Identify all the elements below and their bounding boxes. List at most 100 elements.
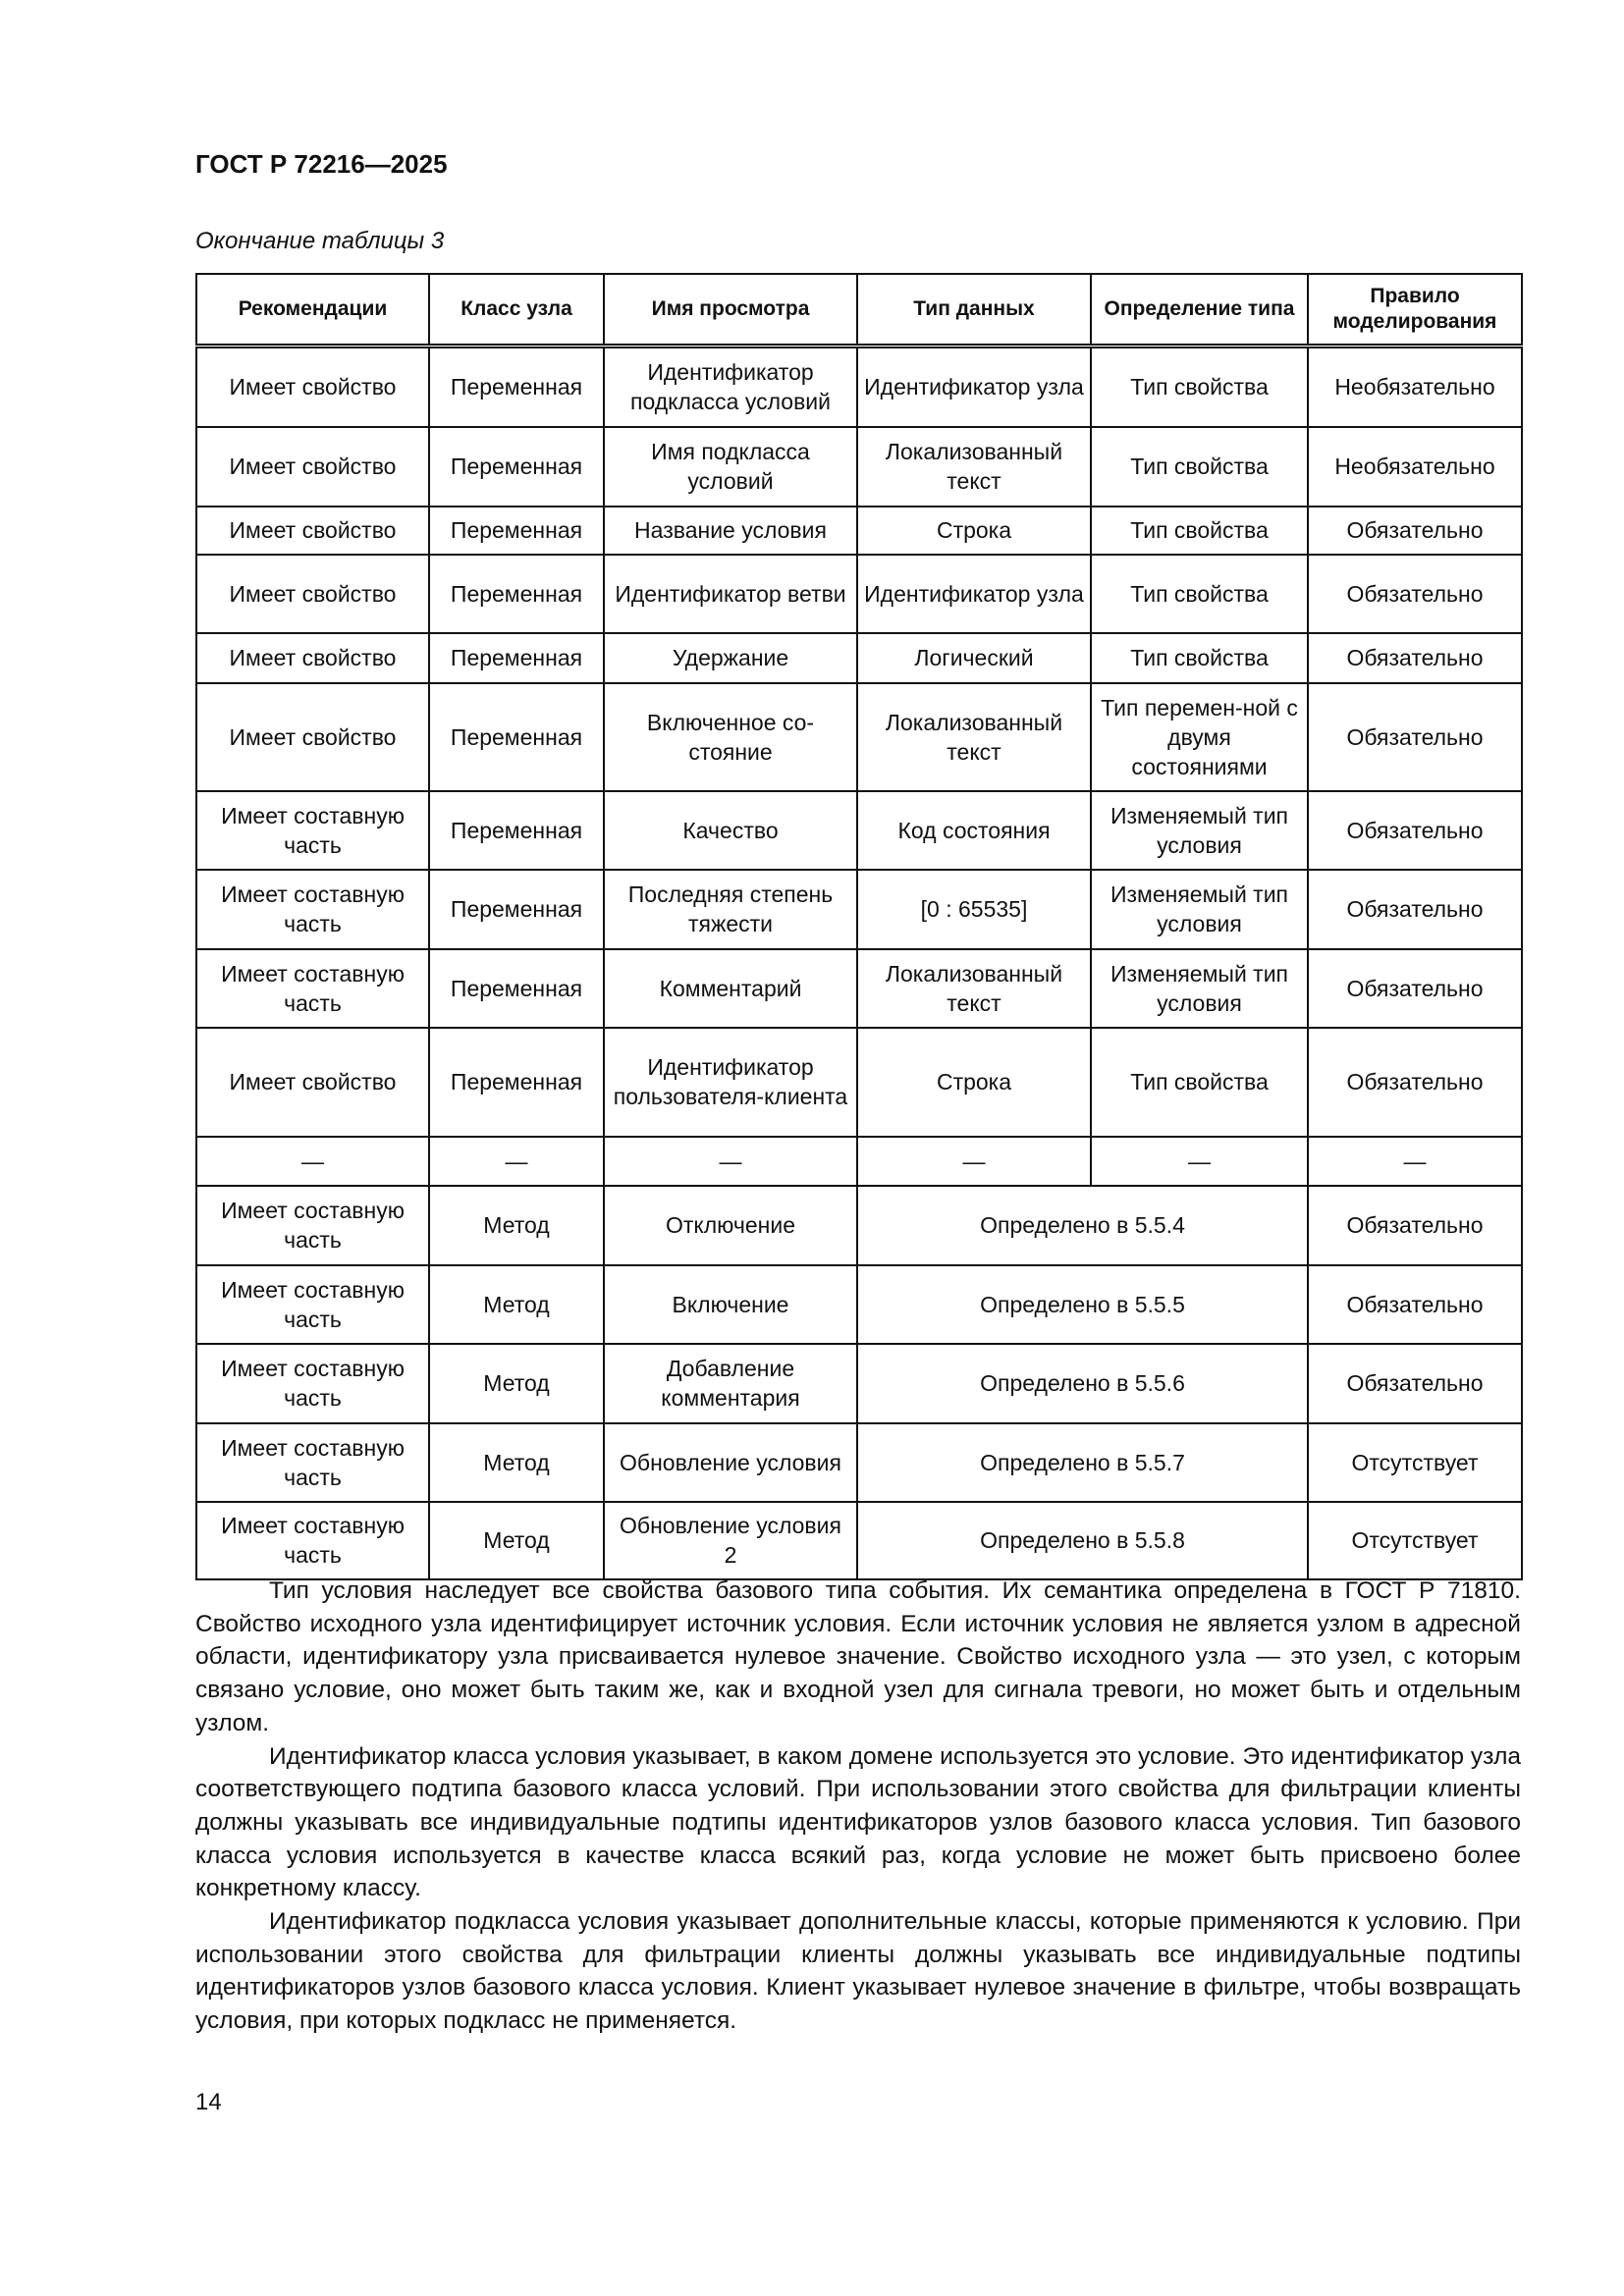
- table-row: Имеет свойство Переменная Удержание Логичес…: [195, 631, 1523, 684]
- table-cell: Обязательно: [1307, 553, 1523, 634]
- table-cell: Необязательно: [1307, 425, 1523, 507]
- table-cell: Имеет свойство: [195, 553, 430, 634]
- table-cell: Переменная: [428, 345, 605, 428]
- table-row: Имеет свойство Переменная Включенное со-ст…: [195, 681, 1523, 792]
- table-cell: Имеет свойство: [195, 345, 430, 428]
- table-cell: Имеет свойство: [195, 631, 430, 684]
- table-cell: Название условия: [603, 505, 858, 556]
- table-cell: Включенное со-стояние: [603, 681, 858, 792]
- table-cell: —: [428, 1135, 605, 1187]
- page-number: 14: [195, 2089, 222, 2115]
- table-cell: Переменная: [428, 868, 605, 950]
- table-cell: Имеет составную часть: [195, 1263, 430, 1345]
- table-cell: Имеет составную часть: [195, 868, 430, 950]
- table-cell: Локализованный текст: [856, 947, 1092, 1029]
- table-cell: Тип перемен-ной с двумя состояниями: [1090, 681, 1309, 792]
- table-row: Имеет свойство Переменная Идентификатор ве…: [195, 553, 1523, 634]
- table-cell: Обязательно: [1307, 681, 1523, 792]
- paragraph: Тип условия наследует все свойства базов…: [195, 1577, 1521, 1736]
- table-cell: Имеет свойство: [195, 505, 430, 556]
- paragraph: Идентификатор подкласса условия указывае…: [195, 1908, 1521, 2035]
- table-cell: Обязательно: [1307, 1263, 1523, 1345]
- table-row: Имеет составную часть Метод Обновление усл…: [195, 1421, 1523, 1503]
- table-cell: Идентификатор узла: [856, 553, 1092, 634]
- table-cell: Идентификатор подкласса условий: [603, 345, 858, 428]
- table-cell: Имеет составную часть: [195, 1184, 430, 1266]
- table-row: Имеет свойство Переменная Название условия…: [195, 505, 1523, 556]
- table-cell: Имеет свойство: [195, 425, 430, 507]
- table-cell: Имя подкласса условий: [603, 425, 858, 507]
- table-row: Имеет составную часть Метод Включение Опред…: [195, 1263, 1523, 1345]
- table-cell: Строка: [856, 1026, 1092, 1138]
- table-cell: Идентификатор узла: [856, 345, 1092, 428]
- table-cell: Переменная: [428, 789, 605, 871]
- table-row: Имеет составную часть Метод Обновление усл…: [195, 1500, 1523, 1580]
- table-cell: Идентификатор ветви: [603, 553, 858, 634]
- table-cell: Метод: [428, 1342, 605, 1424]
- table-cell: Обновление условия: [603, 1421, 858, 1503]
- paragraph: Идентификатор класса условия указывает, …: [195, 1742, 1521, 1902]
- table-cell: —: [1307, 1135, 1523, 1187]
- table-cell: Переменная: [428, 1026, 605, 1138]
- table-cell: Переменная: [428, 947, 605, 1029]
- table-cell: Имеет составную часть: [195, 947, 430, 1029]
- col-header: Определение типа: [1090, 273, 1309, 348]
- table-cell: Имеет составную часть: [195, 1342, 430, 1424]
- table-row: Имеет составную часть Метод Отключение Опре…: [195, 1184, 1523, 1266]
- table-cell: Изменяемый тип условия: [1090, 868, 1309, 950]
- table-cell: Обязательно: [1307, 1184, 1523, 1266]
- table-row: — — — — — —: [195, 1135, 1523, 1187]
- table-cell: Отключение: [603, 1184, 858, 1266]
- table-cell: Метод: [428, 1500, 605, 1580]
- table-cell: Обязательно: [1307, 505, 1523, 556]
- table-cell: Имеет составную часть: [195, 1421, 430, 1503]
- table-cell: Тип свойства: [1090, 345, 1309, 428]
- table-cell: —: [1090, 1135, 1309, 1187]
- table-cell: Метод: [428, 1184, 605, 1266]
- table-cell: Добавление комментария: [603, 1342, 858, 1424]
- table-caption: Окончание таблицы 3: [195, 228, 445, 254]
- table-cell: Определено в 5.5.5: [856, 1263, 1309, 1345]
- table-cell: Удержание: [603, 631, 858, 684]
- table-cell: Обязательно: [1307, 1342, 1523, 1424]
- table-cell: Код состояния: [856, 789, 1092, 871]
- table-cell: Обязательно: [1307, 868, 1523, 950]
- table-cell: Определено в 5.5.7: [856, 1421, 1309, 1503]
- table-cell: —: [856, 1135, 1092, 1187]
- col-header: Класс узла: [428, 273, 605, 348]
- body-text: Тип условия наследует все свойства базов…: [195, 1575, 1521, 2038]
- table-cell: Переменная: [428, 681, 605, 792]
- table-cell: Обязательно: [1307, 947, 1523, 1029]
- table-row: Имеет составную часть Переменная Последняя…: [195, 868, 1523, 950]
- table-cell: Переменная: [428, 505, 605, 556]
- table-row: Имеет составную часть Переменная Комментар…: [195, 947, 1523, 1029]
- table-cell: Имеет свойство: [195, 681, 430, 792]
- table-cell: Переменная: [428, 631, 605, 684]
- table-cell: Отсутствует: [1307, 1500, 1523, 1580]
- table-cell: Метод: [428, 1421, 605, 1503]
- document-id: ГОСТ Р 72216—2025: [195, 149, 448, 179]
- table-cell: Идентификатор пользователя-клиента: [603, 1026, 858, 1138]
- col-header: Правило моделирования: [1307, 273, 1523, 348]
- table-cell: Локализованный текст: [856, 681, 1092, 792]
- table-cell: Определено в 5.5.4: [856, 1184, 1309, 1266]
- col-header: Рекомендации: [195, 273, 430, 348]
- table-cell: Качество: [603, 789, 858, 871]
- table-cell: Необязательно: [1307, 345, 1523, 428]
- properties-table: Рекомендации Класс узла Имя просмотра Ти…: [195, 273, 1523, 1580]
- table-cell: Локализованный текст: [856, 425, 1092, 507]
- table-cell: Тип свойства: [1090, 505, 1309, 556]
- table-cell: Тип свойства: [1090, 631, 1309, 684]
- table-row: Имеет составную часть Метод Добавление ком…: [195, 1342, 1523, 1424]
- table-cell: —: [195, 1135, 430, 1187]
- table-cell: Логический: [856, 631, 1092, 684]
- table-cell: Строка: [856, 505, 1092, 556]
- table-cell: Обновление условия 2: [603, 1500, 858, 1580]
- table-cell: —: [603, 1135, 858, 1187]
- table-cell: Тип свойства: [1090, 553, 1309, 634]
- table-cell: [0 : 65535]: [856, 868, 1092, 950]
- table-row: Имеет свойство Переменная Идентификатор по…: [195, 1026, 1523, 1138]
- table-cell: Обязательно: [1307, 1026, 1523, 1138]
- table-cell: Включение: [603, 1263, 858, 1345]
- table-cell: Отсутствует: [1307, 1421, 1523, 1503]
